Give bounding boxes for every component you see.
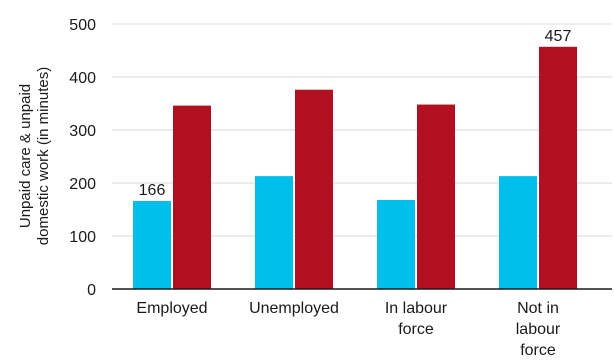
y-axis-label: Unpaid care & unpaiddomestic work (in mi… [17, 67, 52, 245]
y-tick-label: 300 [69, 123, 96, 140]
category-label-in-labour-force: In labour force [385, 300, 448, 338]
category-label-line: Employed [136, 300, 207, 317]
bar-series1-unemployed [255, 176, 293, 289]
bar-series1-employed [133, 201, 171, 289]
y-tick-label: 0 [87, 282, 96, 299]
y-tick-label: 100 [69, 229, 96, 246]
category-label-line: Unemployed [249, 300, 339, 317]
category-label-employed: Employed [136, 300, 207, 317]
bar-series1-in-labour-force [377, 199, 415, 289]
category-label-line: labour [516, 321, 561, 338]
labels-layer: 0 100 200 300 400 500 Employed Unemployed In lab… [17, 17, 571, 359]
bar-series1-not-in-labour-force [499, 176, 537, 289]
bar-series2-not-in-labour-force [539, 46, 577, 289]
bar-series2-unemployed [295, 89, 333, 289]
y-axis-label-line: domestic work (in minutes) [35, 67, 52, 245]
bar-series2-in-labour-force [417, 104, 455, 289]
data-label: 457 [545, 28, 572, 45]
y-tick-label: 200 [69, 176, 96, 193]
y-tick-label: 400 [69, 70, 96, 87]
category-label-line: force [398, 321, 434, 338]
category-label-not-in-labour-force: Not in labour force [516, 300, 561, 359]
data-label: 166 [139, 182, 166, 199]
category-label-line: force [520, 342, 556, 359]
y-tick-label: 500 [69, 17, 96, 34]
bars-layer [133, 46, 577, 290]
y-axis-label-line: Unpaid care & unpaid [17, 84, 34, 228]
category-label-line: Not in [517, 300, 559, 317]
category-label-unemployed: Unemployed [249, 300, 339, 317]
category-label-line: In labour [385, 300, 448, 317]
bar-series2-employed [173, 105, 211, 290]
